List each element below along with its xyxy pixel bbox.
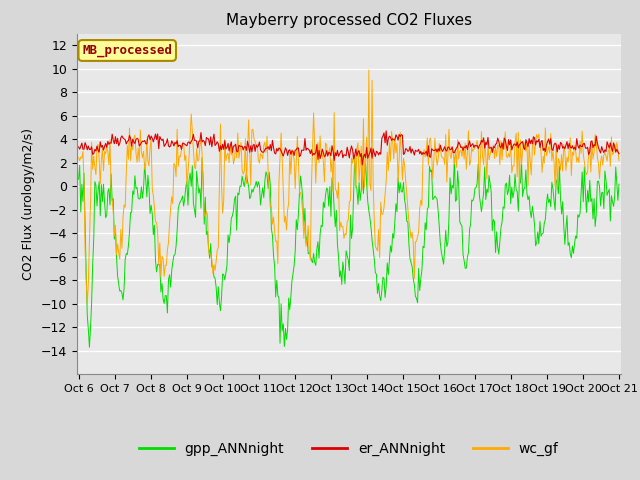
wc_gf [520, 139, 527, 145]
Title: Mayberry processed CO2 Fluxes: Mayberry processed CO2 Fluxes [226, 13, 472, 28]
Line: er_ANNnight: er_ANNnight [79, 131, 619, 165]
wc_gf [83, 301, 91, 307]
gpp_ANNnight [520, 186, 527, 192]
Legend: gpp_ANNnight, er_ANNnight, wc_gf: gpp_ANNnight, er_ANNnight, wc_gf [133, 436, 564, 461]
gpp_ANNnight [351, 152, 358, 158]
er_ANNnight [382, 128, 390, 134]
wc_gf [365, 67, 372, 73]
Text: MB_processed: MB_processed [82, 44, 172, 57]
er_ANNnight [520, 145, 527, 151]
er_ANNnight [399, 132, 406, 138]
gpp_ANNnight [75, 176, 83, 182]
er_ANNnight [615, 151, 623, 156]
wc_gf [615, 158, 623, 164]
er_ANNnight [332, 150, 339, 156]
gpp_ANNnight [369, 247, 377, 253]
gpp_ANNnight [333, 207, 340, 213]
gpp_ANNnight [336, 274, 344, 280]
er_ANNnight [358, 162, 366, 168]
er_ANNnight [368, 155, 376, 161]
Y-axis label: CO2 Flux (urology/m2/s): CO2 Flux (urology/m2/s) [22, 128, 35, 280]
Line: gpp_ANNnight: gpp_ANNnight [79, 155, 619, 347]
wc_gf [604, 149, 612, 155]
wc_gf [369, 182, 377, 188]
gpp_ANNnight [86, 344, 93, 350]
Line: wc_gf: wc_gf [79, 70, 619, 304]
er_ANNnight [75, 144, 83, 150]
gpp_ANNnight [399, 189, 406, 195]
gpp_ANNnight [615, 181, 623, 187]
er_ANNnight [604, 142, 612, 148]
wc_gf [333, 188, 340, 193]
wc_gf [399, 177, 406, 183]
wc_gf [336, 228, 344, 233]
wc_gf [75, 155, 83, 160]
gpp_ANNnight [604, 189, 612, 195]
er_ANNnight [335, 153, 342, 159]
